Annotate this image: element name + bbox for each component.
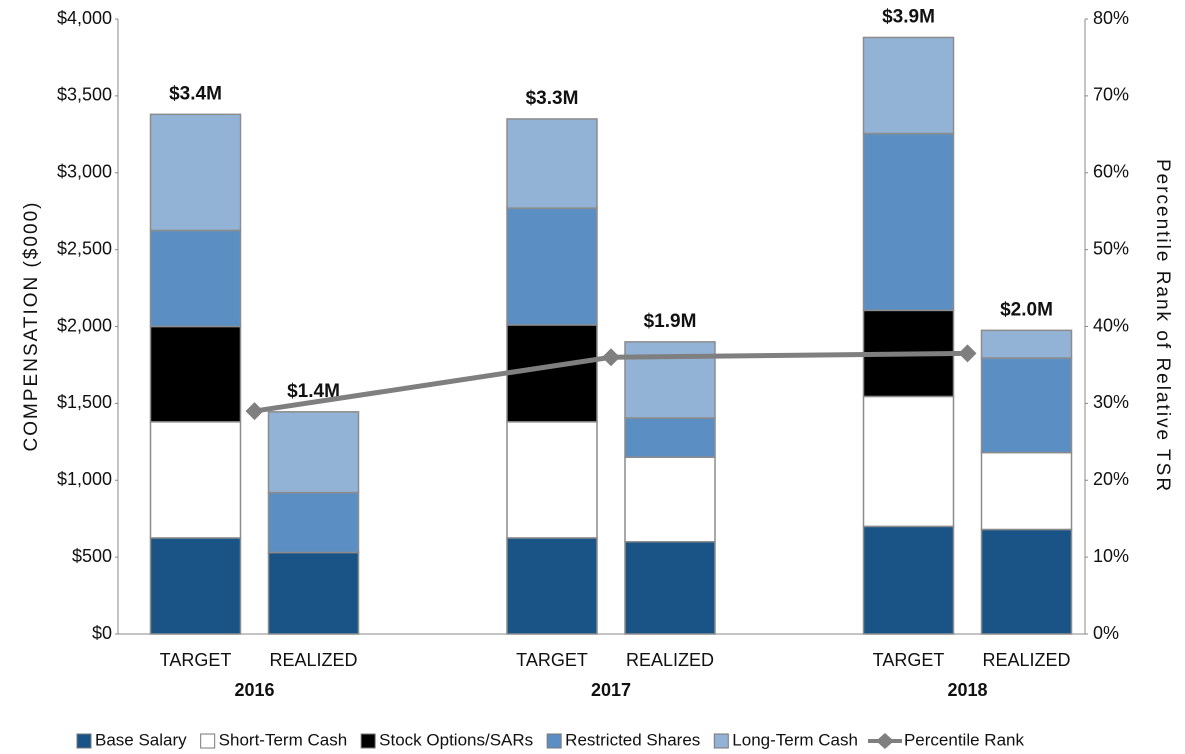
x-tick-label: REALIZED [982, 650, 1070, 670]
legend-label: Base Salary [95, 730, 187, 749]
bar-segment [149, 421, 242, 539]
legend-swatch [76, 733, 92, 749]
percentile-marker [602, 348, 620, 367]
total-label: $3.4M [169, 83, 222, 104]
y2-tick-label: 70% [1093, 85, 1129, 105]
bar-segment [267, 551, 360, 635]
x-tick-label: REALIZED [269, 650, 357, 670]
legend-label: Restricted Shares [565, 730, 700, 749]
legend-swatch [200, 733, 216, 749]
legend-swatch [713, 733, 729, 749]
bar-segment [506, 207, 598, 326]
y-tick-label: $3,500 [57, 85, 112, 105]
y2-tick-label: 60% [1093, 162, 1129, 182]
bar-segment [506, 118, 598, 209]
legend-swatch [546, 733, 562, 749]
x-tick-label: TARGET [160, 650, 232, 670]
bar-segment [624, 417, 716, 458]
x-tick-label: TARGET [516, 650, 588, 670]
bar-segment [624, 341, 716, 419]
bar-segment [862, 525, 955, 635]
group-label: 2018 [947, 680, 987, 700]
bar-segment [267, 411, 360, 494]
y2-tick-label: 40% [1093, 315, 1129, 335]
bar-segment [506, 324, 598, 423]
bar-segment [624, 541, 716, 635]
percentile-marker [245, 402, 264, 421]
total-label: $3.9M [882, 6, 935, 27]
bar-segment [862, 132, 955, 312]
y-axis-label: COMPENSATION ($000) [21, 201, 42, 452]
x-tick-label: REALIZED [626, 650, 714, 670]
bar-segment [862, 36, 955, 135]
y2-axis-label: Percentile Rank of Relative TSR [1152, 159, 1173, 493]
y-tick-label: $2,000 [57, 315, 112, 335]
bar-segment [980, 329, 1073, 359]
bar-segment [980, 528, 1073, 635]
y2-tick-label: 50% [1093, 238, 1129, 258]
y-tick-label: $4,000 [57, 8, 112, 28]
bar-segment [980, 451, 1073, 531]
bar-segment [149, 325, 242, 423]
legend-label: Short-Term Cash [219, 730, 347, 749]
y2-tick-label: 20% [1093, 469, 1129, 489]
y-tick-label: $1,000 [57, 469, 112, 489]
bar-segment [506, 537, 598, 635]
bar-segment [149, 537, 242, 635]
bar-segment [267, 491, 360, 554]
bar-segment [862, 395, 955, 528]
y-tick-label: $3,000 [57, 162, 112, 182]
y2-tick-label: 80% [1093, 8, 1129, 28]
legend-label: Long-Term Cash [732, 730, 858, 749]
y2-tick-label: 30% [1093, 392, 1129, 412]
bar-segment [149, 229, 242, 328]
bar-segment [624, 456, 716, 543]
y-tick-label: $1,500 [57, 392, 112, 412]
y2-tick-label: 0% [1093, 623, 1119, 643]
total-label: $3.3M [526, 88, 579, 109]
total-label: $2.0M [1000, 299, 1053, 320]
group-label: 2017 [591, 680, 631, 700]
total-label: $1.4M [287, 381, 340, 402]
legend-label: Stock Options/SARs [379, 730, 533, 749]
bar-segment [149, 113, 242, 232]
legend-label: Percentile Rank [904, 730, 1025, 749]
y2-tick-label: 10% [1093, 546, 1129, 566]
y-tick-label: $0 [92, 623, 112, 643]
bar-segment [980, 357, 1073, 454]
x-tick-label: TARGET [873, 650, 945, 670]
percentile-marker [958, 344, 977, 363]
group-label: 2016 [234, 680, 274, 700]
y-tick-label: $500 [72, 546, 112, 566]
total-label: $1.9M [644, 311, 697, 332]
legend-marker [875, 733, 894, 749]
y-tick-label: $2,500 [57, 238, 112, 258]
bar-segment [506, 421, 598, 539]
legend-swatch [360, 733, 376, 749]
